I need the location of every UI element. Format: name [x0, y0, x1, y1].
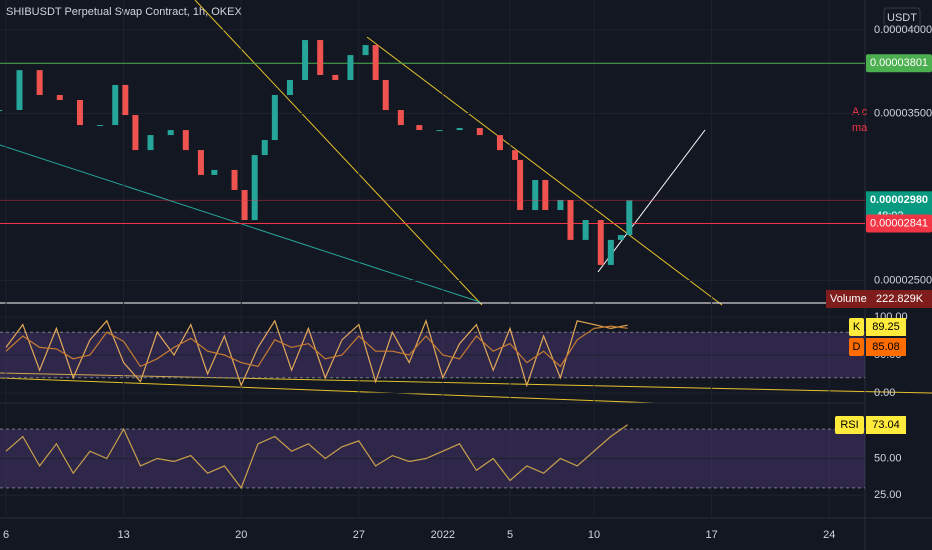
candle — [122, 84, 129, 116]
series-line — [5, 325, 628, 368]
candle — [16, 70, 23, 111]
candle — [332, 74, 339, 80]
candle — [597, 220, 604, 265]
series-name-badge — [849, 338, 864, 356]
candle — [231, 169, 238, 190]
x-tick-label: 10 — [588, 529, 600, 541]
y-tick-label: 0.00004000 — [874, 24, 932, 36]
level-label-badge — [866, 54, 932, 73]
y-tick-label: 0.00002500 — [874, 274, 932, 286]
last-value: 89.25 — [872, 321, 900, 333]
candle — [416, 125, 423, 131]
candle — [567, 200, 574, 240]
last-price: 0.00002980 — [870, 194, 928, 206]
candle — [372, 45, 379, 80]
candle — [302, 40, 309, 80]
annotation: ma — [852, 122, 868, 134]
level-label-badge — [866, 214, 932, 233]
candle — [97, 125, 104, 127]
candle — [286, 79, 293, 95]
trend-line — [0, 372, 932, 394]
y-tick-label: 0.00003500 — [874, 107, 932, 119]
candle — [617, 235, 624, 240]
x-tick-label: 17 — [705, 529, 717, 541]
candle — [607, 239, 614, 265]
x-tick-label: 24 — [823, 529, 835, 541]
candle — [251, 155, 258, 221]
candle — [347, 55, 354, 80]
candle — [197, 150, 204, 175]
candle — [582, 220, 589, 240]
candle — [382, 79, 389, 111]
candle — [56, 94, 63, 100]
candle — [362, 45, 369, 56]
chart-title: SHIBUSDT Perpetual Swap Contract, 1h, OK… — [6, 6, 242, 18]
currency[interactable]: USDT — [887, 12, 917, 24]
candle — [132, 115, 139, 151]
projection-line — [597, 129, 706, 273]
candle — [271, 94, 278, 141]
y-tick-label: 25.00 — [874, 489, 902, 501]
level-label: 0.00003801 — [870, 57, 928, 69]
candle — [626, 200, 633, 236]
currency-box[interactable] — [883, 7, 921, 29]
x-tick-label: 2022 — [431, 529, 455, 541]
candle — [36, 70, 43, 95]
x-tick-label: 27 — [353, 529, 365, 541]
candle — [241, 189, 248, 221]
y-tick-label: 50.00 — [874, 452, 902, 464]
level-label: 0.00002841 — [870, 217, 928, 229]
series-name-badge — [849, 318, 864, 336]
candle — [112, 84, 119, 126]
series-name: D — [853, 341, 861, 353]
candle — [436, 130, 443, 132]
series-line — [5, 318, 628, 388]
series-name: K — [853, 321, 861, 333]
volume-name: Volume — [830, 293, 867, 305]
x-tick-label: 13 — [118, 529, 130, 541]
candle — [532, 179, 539, 211]
trend-line — [366, 36, 723, 306]
candle — [261, 140, 268, 156]
candle — [517, 159, 524, 211]
series-name-badge — [835, 416, 864, 434]
candle — [147, 135, 154, 151]
y-tick-label: 0.00 — [874, 387, 895, 399]
last-value-badge — [866, 318, 906, 336]
series-line — [5, 424, 628, 490]
candle — [557, 200, 564, 211]
x-tick-label: 6 — [3, 529, 9, 541]
candle — [76, 100, 83, 126]
trend-line — [194, 0, 483, 306]
x-tick-label: 20 — [235, 529, 247, 541]
candle — [512, 150, 519, 160]
candle — [456, 128, 463, 131]
last-value-badge — [866, 338, 906, 356]
candle — [397, 110, 404, 126]
candle — [0, 110, 3, 112]
last-value: 73.04 — [872, 419, 900, 431]
candle — [167, 130, 174, 136]
volume-badge — [826, 290, 932, 308]
candle — [496, 135, 503, 151]
candle — [317, 40, 324, 75]
candle — [182, 130, 189, 151]
x-tick-label: 5 — [507, 529, 513, 541]
candle — [476, 128, 483, 136]
annotation: A c — [852, 106, 868, 118]
series-name: RSI — [840, 419, 858, 431]
last-value: 85.08 — [872, 341, 900, 353]
volume-value: 222.829K — [876, 293, 924, 305]
last-value-badge — [866, 416, 906, 434]
candle — [211, 169, 218, 175]
candle — [542, 179, 549, 211]
trend-line — [0, 377, 656, 404]
